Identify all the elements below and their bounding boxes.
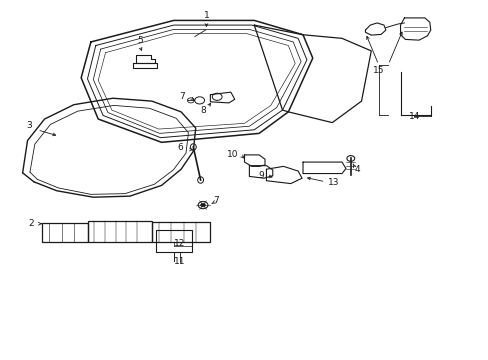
Text: 14: 14 [407, 112, 419, 121]
Text: 9: 9 [258, 171, 264, 180]
Text: 7: 7 [213, 196, 219, 205]
Circle shape [200, 203, 205, 207]
Text: 1: 1 [203, 11, 209, 20]
Text: 2: 2 [28, 219, 34, 228]
Text: 6: 6 [177, 143, 183, 152]
Text: 8: 8 [200, 105, 205, 114]
Text: 13: 13 [327, 178, 338, 187]
Text: 11: 11 [174, 257, 185, 266]
Text: 12: 12 [174, 239, 185, 248]
Text: 4: 4 [354, 166, 360, 175]
Text: 5: 5 [137, 36, 142, 45]
Text: 15: 15 [372, 66, 384, 75]
Text: 3: 3 [26, 121, 32, 130]
Text: 10: 10 [226, 150, 238, 159]
Text: 7: 7 [179, 92, 184, 101]
